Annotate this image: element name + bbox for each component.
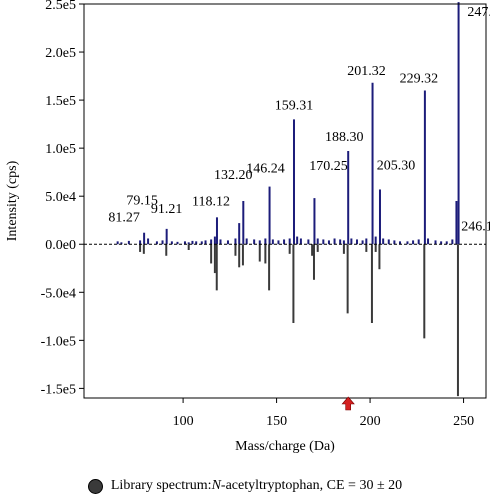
x-axis-label: Mass/charge (Da) [235,439,335,454]
legend: Library spectrum: N -acetyltryptophan , … [0,476,490,496]
x-tick-label: 200 [360,414,381,429]
peak-label: 146.24 [246,162,285,177]
legend-suffix: , CE = 30 ± 20 [319,478,403,493]
y-tick-label: 2.5e5 [45,0,76,13]
y-tick-label: -1.5e5 [41,382,76,397]
x-tick-label: 150 [266,414,287,429]
legend-prefix: Library spectrum: [110,478,212,493]
y-tick-label: 1.5e5 [45,94,76,109]
y-tick-label: 5.0e4 [45,190,76,205]
legend-compound-italic: N [211,478,221,493]
peak-label: 247.33 [467,5,490,20]
y-axis: -1.5e5 -1.0e5 -5.0e4 0.0e0 5.0e4 1.0e5 1.5e5 2.… [41,0,84,397]
y-tick-label: 0.0e0 [45,238,76,253]
peak-label: 132.20 [214,168,253,183]
plot-area [116,2,460,397]
peak-label: 201.32 [347,64,386,79]
x-axis: 100 150 200 250 [173,398,474,429]
peak-label: 170.25 [309,159,348,174]
peak-label: 205.30 [377,158,416,173]
precursor-arrow-icon [341,396,355,411]
mass-spectrum-chart: -1.5e5 -1.0e5 -5.0e4 0.0e0 5.0e4 1.0e5 1.5e5 2.… [5,0,490,454]
peak-label: 118.12 [192,194,230,209]
y-axis-label: Intensity (cps) [5,160,20,241]
peak-label: 91.21 [151,202,183,217]
peak-label: 229.32 [400,71,439,86]
y-tick-label: 1.0e5 [45,142,76,157]
legend-marker-icon [87,478,103,494]
peak-label: 79.15 [126,194,158,209]
y-tick-label: 2.0e5 [45,46,76,61]
legend-compound-rest: -acetyltryptophan [220,478,320,493]
x-tick-label: 250 [453,414,474,429]
peak-label: 188.30 [325,130,364,145]
precursor-marker [341,396,355,411]
peak-label: 159.31 [275,98,314,113]
plot-frame [83,3,487,399]
peak-label: 81.27 [108,210,140,225]
peak-label: 246.19 [461,220,490,235]
y-tick-label: -1.0e5 [41,334,76,349]
y-tick-label: -5.0e4 [41,286,76,301]
x-tick-label: 100 [173,414,194,429]
